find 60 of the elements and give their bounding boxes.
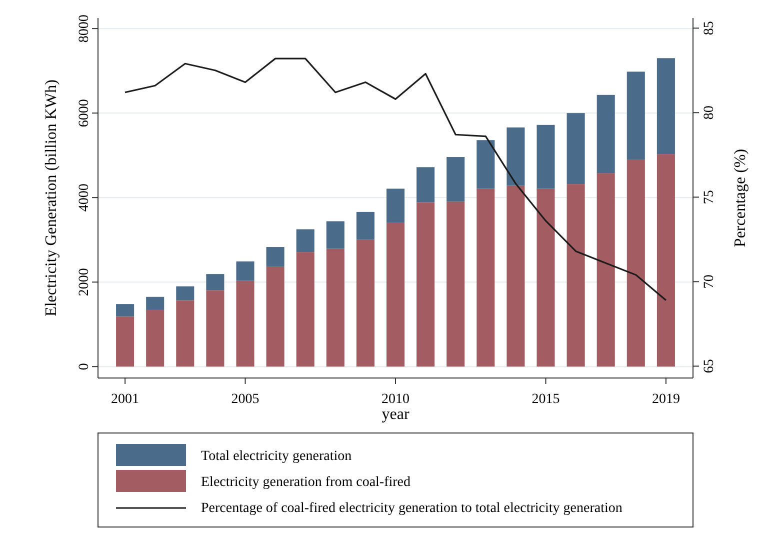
y2-tick-label: 85 (702, 21, 717, 36)
x-tick-label: 2005 (231, 392, 260, 407)
bar (296, 229, 314, 252)
bar (536, 188, 555, 367)
bar (176, 286, 194, 300)
bar (446, 201, 465, 367)
y2-tick-label: 65 (702, 359, 717, 374)
bar (356, 240, 374, 367)
legend-label: Electricity generation from coal-fired (201, 475, 411, 490)
bar (206, 274, 224, 290)
legend-label: Percentage of coal-fired electricity generation to total electricity generation (201, 501, 622, 516)
y-tick-label: 0 (77, 363, 92, 370)
bar (116, 316, 134, 367)
bar (626, 72, 645, 160)
bar (146, 310, 164, 367)
bar (446, 157, 465, 202)
y-tick-label: 2000 (77, 268, 92, 296)
bar (506, 186, 525, 367)
bar (386, 188, 405, 223)
bar (326, 221, 344, 249)
line-series (124, 58, 667, 302)
bar (626, 160, 645, 367)
x-tick-label: 2015 (532, 392, 560, 407)
bar (566, 113, 585, 184)
y-axis-title: Electricity Generation (billion KWh) (43, 80, 60, 316)
bar (596, 173, 615, 367)
bar (146, 296, 164, 310)
bar (236, 280, 254, 367)
bar (386, 222, 405, 367)
bar (476, 140, 495, 189)
bar (266, 247, 284, 266)
bar (356, 212, 374, 240)
bar (596, 94, 615, 174)
bar (536, 124, 555, 189)
bar (416, 167, 435, 202)
x-tick-label: 2019 (652, 392, 680, 407)
bar (566, 184, 585, 367)
bar (176, 300, 194, 367)
y2-axis-title: Percentage (%) (732, 148, 749, 248)
y2-tick-label: 75 (702, 190, 717, 204)
bar (266, 266, 284, 367)
y2-tick-label: 80 (702, 106, 717, 120)
bar (206, 290, 224, 367)
y-tick-label: 6000 (77, 99, 92, 128)
y-tick-label: 4000 (77, 184, 92, 212)
bar (326, 248, 344, 367)
bar (416, 202, 435, 367)
x-tick-label: 2001 (111, 392, 140, 407)
y-tick-label: 8000 (77, 14, 92, 43)
bar (476, 188, 495, 367)
bar (236, 261, 254, 281)
bar (116, 304, 134, 316)
x-tick-label: 2010 (382, 392, 410, 407)
y2-tick-label: 70 (702, 274, 717, 289)
bar (296, 252, 314, 367)
bar (656, 58, 675, 154)
bar (506, 127, 525, 186)
x-axis-title: year (382, 406, 410, 423)
legend-label: Total electricity generation (201, 449, 352, 464)
bar (656, 154, 675, 367)
